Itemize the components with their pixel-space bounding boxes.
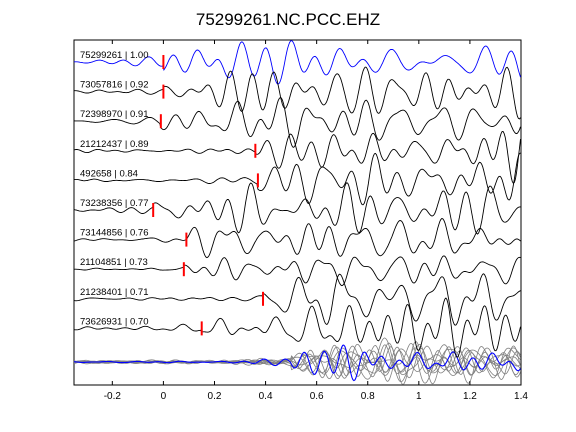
trace-label: 75299261 | 1.00 xyxy=(80,50,149,61)
trace-label: 73238356 | 0.77 xyxy=(80,198,149,209)
x-tick-label: 0 xyxy=(161,391,167,402)
traces-group xyxy=(73,40,521,359)
x-axis: -0.2 0 0.2 0.4 0.6 0.8 1 1.2 1.4 xyxy=(104,40,528,402)
trace-line xyxy=(74,66,521,120)
trace-line xyxy=(73,131,521,184)
trace-label: 492658 | 0.84 xyxy=(80,168,138,179)
trace-label: 21104851 | 0.73 xyxy=(80,257,148,268)
x-tick-label: 0.2 xyxy=(208,391,222,402)
trace-label: 21212437 | 0.89 xyxy=(80,139,149,150)
stack-trace-line xyxy=(73,337,521,383)
x-tick-label: 1.2 xyxy=(463,391,477,402)
trace-line xyxy=(74,40,521,85)
x-tick-label: 0.6 xyxy=(310,391,324,402)
stack-trace-line xyxy=(74,344,521,379)
x-tick-label: 1.4 xyxy=(514,391,528,402)
trace-label: 21238401 | 0.71 xyxy=(80,287,149,298)
x-tick-label: 0.8 xyxy=(361,391,375,402)
picks-group xyxy=(152,55,265,336)
trace-line xyxy=(73,152,521,206)
trace-line xyxy=(73,217,521,259)
x-tick-label: 1 xyxy=(416,391,422,402)
trace-line xyxy=(73,96,521,148)
stack-group xyxy=(73,337,521,385)
x-tick-label: 0.4 xyxy=(259,391,273,402)
trace-line xyxy=(73,182,521,235)
plot-area xyxy=(73,39,522,386)
stack-trace-line xyxy=(73,342,521,384)
x-tick-label: -0.2 xyxy=(104,391,122,402)
trace-label: 73144856 | 0.76 xyxy=(80,228,149,239)
trace-label: 72398970 | 0.91 xyxy=(80,109,149,120)
trace-label: 73626931 | 0.70 xyxy=(80,316,149,327)
trace-line xyxy=(73,273,521,326)
trace-line xyxy=(73,255,521,287)
trace-line xyxy=(73,297,521,359)
chart-title: 75299261.NC.PCC.EHZ xyxy=(196,10,380,29)
stack-trace-line xyxy=(73,344,521,382)
trace-labels-group: 75299261 | 1.00 73057816 | 0.92 72398970 |… xyxy=(80,50,149,327)
trace-label: 73057816 | 0.92 xyxy=(80,80,149,91)
